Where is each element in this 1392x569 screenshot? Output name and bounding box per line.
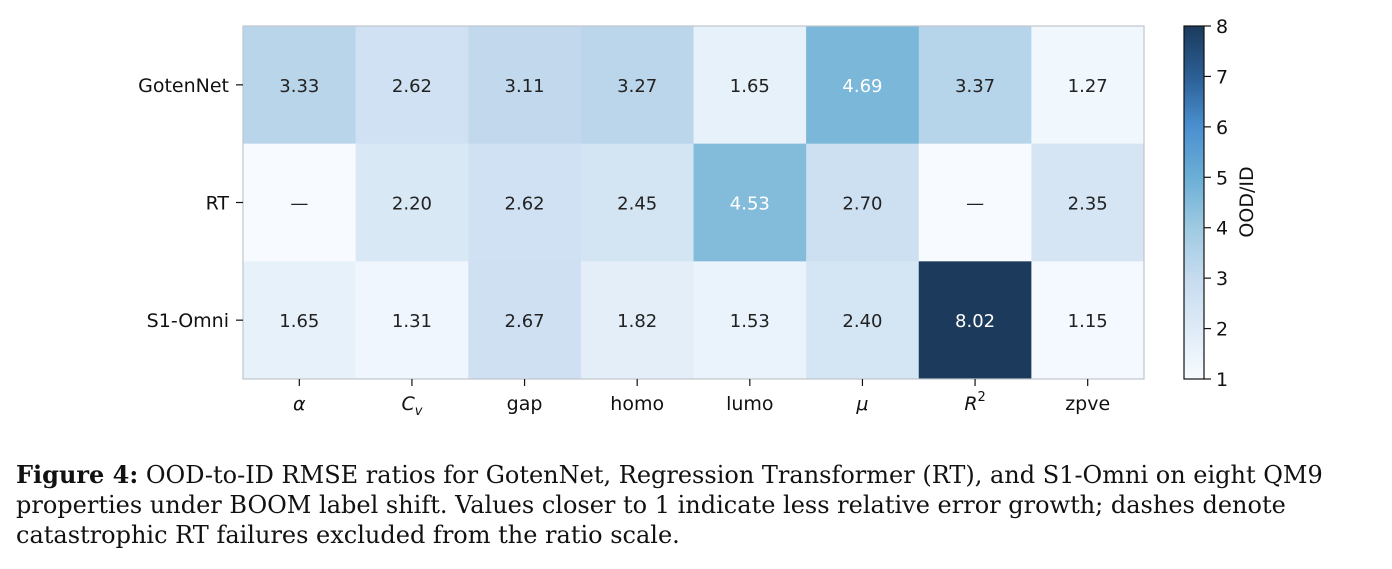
heatmap-cell [1031,261,1145,380]
heatmap-cell [806,26,920,145]
heatmap-cell [1031,143,1145,262]
colorbar-gradient [1183,25,1205,380]
heatmap-cell [355,26,469,145]
colorbar-tick-label: 8 [1216,16,1228,38]
cell-value-label: 4.53 [730,194,770,215]
heatmap-cell [580,143,694,262]
colorbar-label: OOD/ID [1236,166,1258,237]
colorbar-tick-label: 5 [1216,167,1228,189]
cell-value-label: 3.33 [279,76,319,97]
colorbar-tick-label: 2 [1216,319,1228,341]
heatmap-cell [355,261,469,380]
heatmap-cell [580,26,694,145]
cell-value-label: 1.31 [392,311,432,332]
colorbar-tick-label: 1 [1216,369,1228,391]
cell-value-label: 1.53 [730,311,770,332]
column-label: homo [610,393,664,415]
colorbar-ticks: 1 2 3 4 5 6 7 8 [1204,16,1228,391]
heatmap-cell [580,261,694,380]
heatmap-cell [468,26,582,145]
cell-value-label: 1.82 [617,311,657,332]
cell-value-label: 1.15 [1068,311,1108,332]
cell-value-label: 3.11 [505,76,545,97]
cell-value-label: 2.70 [842,194,882,215]
cell-value-label: 1.65 [279,311,319,332]
caption-text: OOD-to-ID RMSE ratios for GotenNet, Regr… [16,461,1323,549]
heatmap-cell [918,261,1032,380]
cell-value-label: 3.37 [955,76,995,97]
figure-caption: Figure 4: OOD-to-ID RMSE ratios for Gote… [16,460,1382,550]
column-label: zpve [1065,393,1110,415]
column-label: μ [855,393,868,415]
heatmap-cell [468,143,582,262]
column-labels: α Cv gap homo lumo μ R2 zpve [293,379,1110,419]
cell-value-label: 4.69 [842,76,882,97]
colorbar-tick-label: 3 [1216,268,1228,290]
colorbar: 1 2 3 4 5 6 7 8 OOD/ID [1183,16,1258,391]
heatmap-cell [355,143,469,262]
cell-value-label: 2.40 [842,311,882,332]
colorbar-tick-label: 6 [1216,117,1228,139]
heatmap-cell [918,26,1032,145]
heatmap-cell [693,261,807,380]
column-label: R2 [964,390,985,415]
heatmap-cell [693,26,807,145]
row-label: GotenNet [138,75,229,97]
cell-value-label: 2.67 [505,311,545,332]
cell-value-label: 2.20 [392,194,432,215]
colorbar-tick-label: 7 [1216,66,1228,88]
caption-label: Figure 4: [16,460,139,489]
heatmap-cell [1031,26,1145,145]
heatmap-cell [468,261,582,380]
column-label: gap [507,393,543,415]
cell-value-label: — [290,194,308,215]
column-label: lumo [726,393,773,415]
row-labels: GotenNet RT S1-Omni [138,75,243,332]
row-label: RT [206,193,230,215]
cell-value-label: 1.65 [730,76,770,97]
cell-value-label: 2.35 [1068,194,1108,215]
column-label: Cv [401,393,422,419]
heatmap-cell [243,26,357,145]
heatmap-cell [806,143,920,262]
heatmap-cell [806,261,920,380]
cell-value-label: 1.27 [1068,76,1108,97]
cell-value-label: 2.62 [392,76,432,97]
cell-value-label: 2.45 [617,194,657,215]
cell-value-label: — [966,194,984,215]
heatmap-figure: 3.33 2.62 3.11 3.27 1.65 4.69 3.37 1.27 — 2.20 2.6… [138,16,1258,419]
heatmap-cell [243,143,357,262]
cell-value-label: 8.02 [955,311,995,332]
heatmap-cell [918,143,1032,262]
colorbar-tick-label: 4 [1216,218,1228,240]
heatmap-cells: 3.33 2.62 3.11 3.27 1.65 4.69 3.37 1.27 — 2.20 2.6… [243,26,1145,380]
heatmap-cell [693,143,807,262]
cell-value-label: 3.27 [617,76,657,97]
column-label: α [293,393,306,415]
heatmap-chart: 3.33 2.62 3.11 3.27 1.65 4.69 3.37 1.27 — 2.20 2.6… [138,16,1258,419]
row-label: S1-Omni [147,310,229,332]
heatmap-cell [243,261,357,380]
cell-value-label: 2.62 [505,194,545,215]
